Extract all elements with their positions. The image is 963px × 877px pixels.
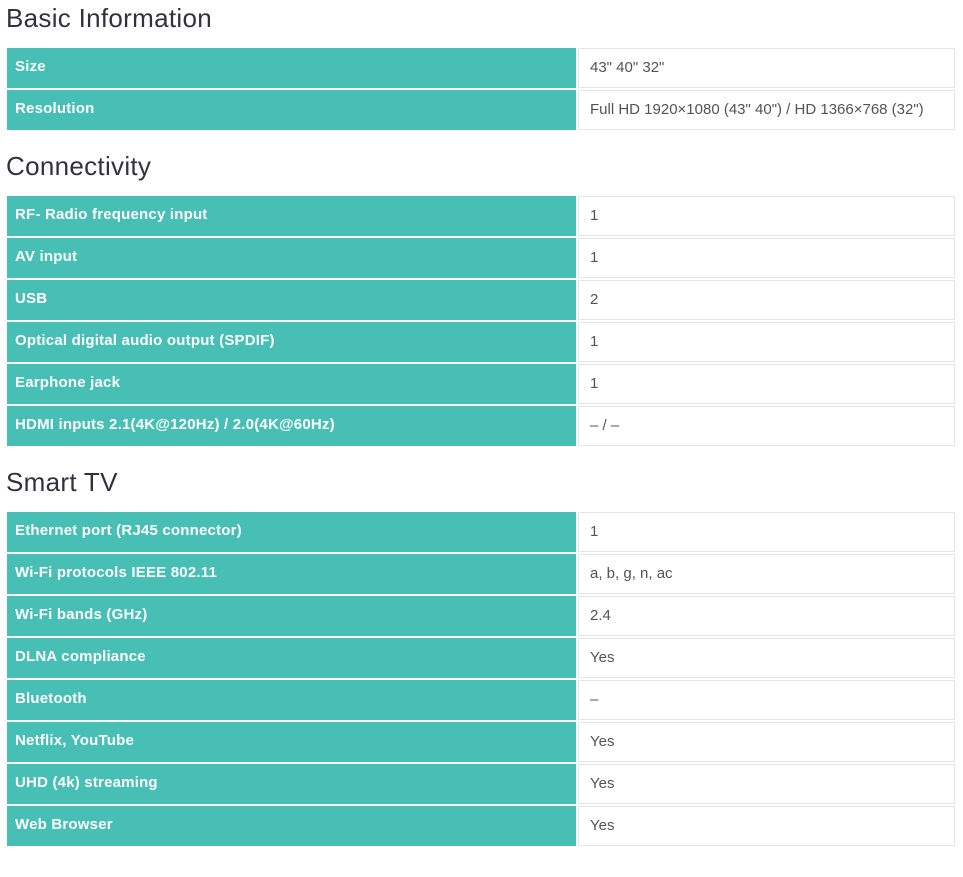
spec-label: DLNA compliance (7, 638, 576, 678)
spec-label: HDMI inputs 2.1(4K@120Hz) / 2.0(4K@60Hz) (7, 406, 576, 446)
spec-row: Resolution Full HD 1920×1080 (43" 40") /… (7, 90, 955, 130)
spec-value: Yes (578, 806, 955, 846)
spec-value: Yes (578, 764, 955, 804)
spec-value: 1 (578, 322, 955, 362)
spec-value: 1 (578, 238, 955, 278)
spec-row: Ethernet port (RJ45 connector) 1 (7, 512, 955, 552)
spec-label: Resolution (7, 90, 576, 130)
spec-row: Size 43" 40" 32" (7, 48, 955, 88)
spec-row: Earphone jack 1 (7, 364, 955, 404)
section-smart-tv: Smart TV Ethernet port (RJ45 connector) … (5, 466, 958, 848)
spec-row: USB 2 (7, 280, 955, 320)
spec-row: RF- Radio frequency input 1 (7, 196, 955, 236)
spec-label: Size (7, 48, 576, 88)
spec-label: Bluetooth (7, 680, 576, 720)
spec-value: 1 (578, 364, 955, 404)
section-title-smart-tv: Smart TV (6, 467, 118, 497)
spec-value: – (578, 680, 955, 720)
spec-value: – / – (578, 406, 955, 446)
spec-value: 1 (578, 512, 955, 552)
spec-value: 1 (578, 196, 955, 236)
spec-label: Wi-Fi bands (GHz) (7, 596, 576, 636)
section-basic-information: Basic Information Size 43" 40" 32" Resol… (5, 2, 958, 132)
spec-value: 43" 40" 32" (578, 48, 955, 88)
spec-label: AV input (7, 238, 576, 278)
spec-label: Earphone jack (7, 364, 576, 404)
spec-label: RF- Radio frequency input (7, 196, 576, 236)
spec-value: Full HD 1920×1080 (43" 40") / HD 1366×76… (578, 90, 955, 130)
spec-label: Netflix, YouTube (7, 722, 576, 762)
spec-value: a, b, g, n, ac (578, 554, 955, 594)
spec-table-smart-tv: Ethernet port (RJ45 connector) 1 Wi-Fi p… (5, 510, 957, 848)
spec-row: UHD (4k) streaming Yes (7, 764, 955, 804)
spec-row: Bluetooth – (7, 680, 955, 720)
spec-label: UHD (4k) streaming (7, 764, 576, 804)
spec-value: 2.4 (578, 596, 955, 636)
spec-row: Optical digital audio output (SPDIF) 1 (7, 322, 955, 362)
spec-value: Yes (578, 722, 955, 762)
spec-row: Web Browser Yes (7, 806, 955, 846)
spec-label: Web Browser (7, 806, 576, 846)
spec-row: AV input 1 (7, 238, 955, 278)
spec-row: Wi-Fi protocols IEEE 802.11 a, b, g, n, … (7, 554, 955, 594)
spec-row: DLNA compliance Yes (7, 638, 955, 678)
spec-row: HDMI inputs 2.1(4K@120Hz) / 2.0(4K@60Hz)… (7, 406, 955, 446)
spec-label: USB (7, 280, 576, 320)
spec-table-basic-information: Size 43" 40" 32" Resolution Full HD 1920… (5, 46, 957, 132)
spec-value: Yes (578, 638, 955, 678)
section-title-basic-information: Basic Information (6, 3, 212, 33)
spec-value: 2 (578, 280, 955, 320)
section-connectivity: Connectivity RF- Radio frequency input 1… (5, 150, 958, 448)
spec-label: Ethernet port (RJ45 connector) (7, 512, 576, 552)
spec-row: Netflix, YouTube Yes (7, 722, 955, 762)
spec-label: Wi-Fi protocols IEEE 802.11 (7, 554, 576, 594)
spec-label: Optical digital audio output (SPDIF) (7, 322, 576, 362)
section-title-connectivity: Connectivity (6, 151, 152, 181)
spec-table-connectivity: RF- Radio frequency input 1 AV input 1 U… (5, 194, 957, 448)
spec-row: Wi-Fi bands (GHz) 2.4 (7, 596, 955, 636)
